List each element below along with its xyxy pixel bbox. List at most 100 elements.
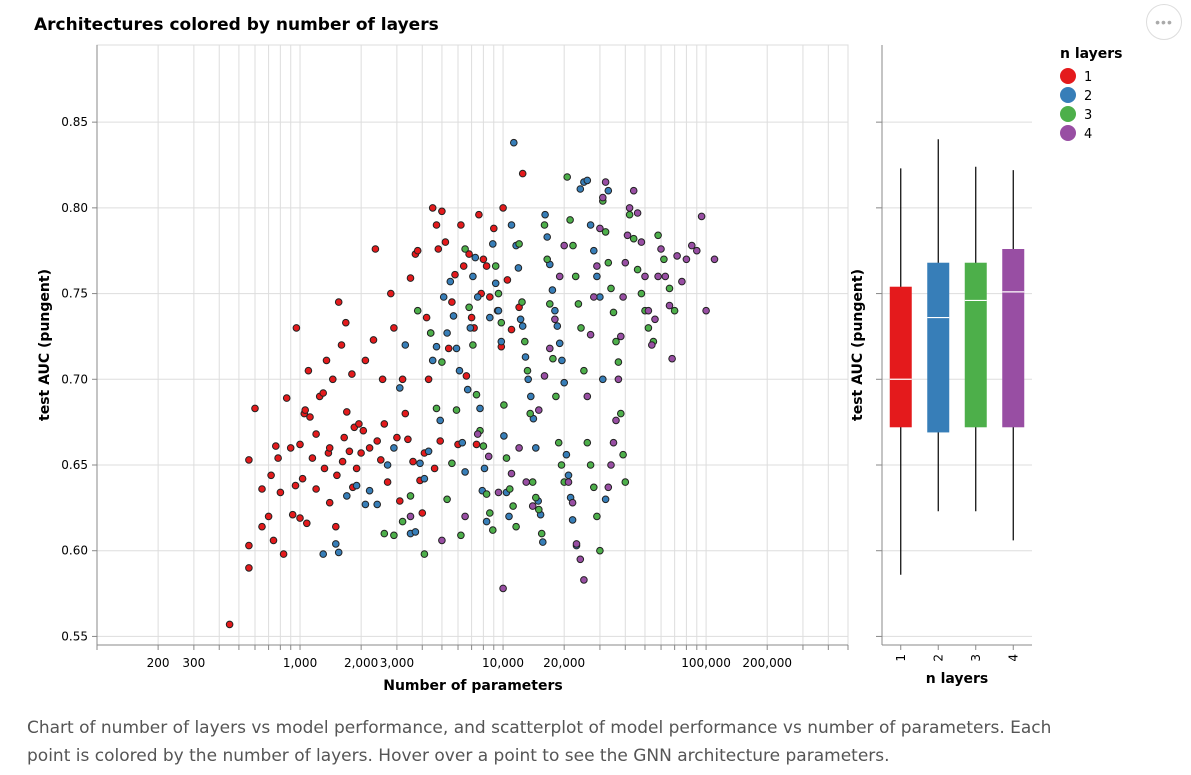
scatter-point[interactable]: [599, 375, 607, 384]
scatter-point[interactable]: [554, 438, 563, 447]
scatter-point[interactable]: [476, 404, 484, 413]
scatter-points[interactable]: [225, 138, 719, 629]
scatter-point[interactable]: [489, 526, 497, 534]
scatter-point[interactable]: [583, 438, 592, 447]
scatter-point[interactable]: [458, 438, 467, 447]
scatter-point[interactable]: [518, 169, 527, 178]
scatter-point[interactable]: [424, 447, 433, 456]
boxplot-boxes[interactable]: [889, 139, 1025, 575]
scatter-point[interactable]: [710, 255, 719, 264]
scatter-point[interactable]: [535, 406, 543, 414]
scatter-point[interactable]: [532, 493, 540, 502]
scatter-point[interactable]: [528, 502, 537, 510]
scatter-point[interactable]: [491, 279, 500, 288]
scatter-point[interactable]: [543, 233, 552, 241]
scatter-point[interactable]: [590, 246, 598, 255]
scatter-point[interactable]: [443, 495, 451, 504]
scatter-point[interactable]: [355, 420, 363, 428]
scatter-point[interactable]: [422, 313, 431, 322]
scatter-point[interactable]: [357, 449, 365, 457]
scatter-point[interactable]: [416, 459, 424, 468]
scatter-point[interactable]: [479, 442, 488, 450]
scatter-point[interactable]: [657, 245, 665, 253]
scatter-point[interactable]: [383, 478, 392, 486]
scatter-point[interactable]: [555, 272, 564, 281]
scatter-point[interactable]: [365, 486, 374, 495]
scatter-point[interactable]: [361, 500, 370, 509]
scatter-point[interactable]: [637, 289, 646, 298]
scatter-point[interactable]: [462, 372, 471, 380]
scatter-point[interactable]: [461, 245, 469, 253]
scatter-point[interactable]: [670, 306, 679, 315]
scatter-point[interactable]: [390, 531, 398, 540]
scatter-point[interactable]: [583, 176, 592, 185]
scatter-point[interactable]: [651, 315, 659, 324]
scatter-point[interactable]: [264, 512, 273, 521]
scatter-point[interactable]: [272, 442, 280, 450]
scatter-point[interactable]: [274, 454, 282, 462]
scatter-point[interactable]: [524, 375, 533, 384]
scatter-point[interactable]: [549, 354, 557, 363]
scatter-point[interactable]: [665, 301, 674, 310]
box-iqr[interactable]: [927, 262, 950, 433]
scatter-point[interactable]: [441, 238, 450, 246]
scatter-point[interactable]: [343, 492, 351, 500]
scatter-point[interactable]: [604, 186, 613, 195]
scatter-point[interactable]: [625, 210, 634, 219]
scatter-point[interactable]: [426, 329, 435, 337]
scatter-point[interactable]: [580, 576, 588, 584]
scatter-point[interactable]: [333, 471, 341, 480]
scatter-point[interactable]: [465, 250, 473, 258]
scatter-point[interactable]: [489, 240, 497, 248]
scatter-point[interactable]: [515, 444, 523, 452]
scatter-point[interactable]: [334, 298, 343, 306]
scatter-point[interactable]: [225, 620, 234, 629]
scatter-point[interactable]: [505, 512, 513, 521]
scatter-point[interactable]: [541, 210, 549, 219]
scatter-point[interactable]: [527, 392, 535, 401]
scatter-point[interactable]: [507, 469, 516, 478]
scatter-point[interactable]: [486, 313, 494, 322]
scatter-point[interactable]: [571, 272, 580, 281]
scatter-point[interactable]: [514, 264, 523, 272]
scatter-point[interactable]: [654, 231, 662, 240]
scatter-point[interactable]: [539, 538, 547, 546]
scatter-point[interactable]: [393, 433, 401, 442]
scatter-point[interactable]: [482, 517, 491, 526]
scatter-point[interactable]: [484, 452, 493, 461]
scatter-point[interactable]: [523, 366, 532, 375]
scatter-point[interactable]: [490, 224, 498, 233]
scatter-point[interactable]: [448, 459, 456, 468]
scatter-point[interactable]: [404, 435, 412, 444]
scatter-point[interactable]: [555, 339, 564, 348]
scatter-point[interactable]: [452, 406, 461, 414]
scatter-point[interactable]: [369, 336, 378, 344]
more-options-button[interactable]: •••: [1146, 4, 1182, 40]
scatter-point[interactable]: [401, 409, 410, 418]
scatter-point[interactable]: [486, 509, 494, 517]
scatter-point[interactable]: [562, 450, 571, 459]
scatter-point[interactable]: [528, 478, 537, 486]
scatter-point[interactable]: [479, 255, 488, 264]
scatter-point[interactable]: [596, 224, 604, 233]
scatter-point[interactable]: [668, 354, 676, 363]
scatter-point[interactable]: [599, 193, 607, 202]
scatter-point[interactable]: [637, 238, 646, 246]
scatter-point[interactable]: [516, 315, 525, 324]
scatter-point[interactable]: [625, 204, 634, 212]
box-layers-4[interactable]: [1002, 170, 1025, 541]
scatter-point[interactable]: [607, 284, 615, 293]
scatter-point[interactable]: [348, 370, 356, 378]
scatter-point[interactable]: [500, 432, 508, 440]
scatter-point[interactable]: [568, 516, 577, 524]
scatter-point[interactable]: [486, 293, 494, 301]
scatter-point[interactable]: [619, 450, 627, 459]
scatter-point[interactable]: [279, 550, 288, 558]
scatter-point[interactable]: [580, 366, 588, 375]
scatter-point[interactable]: [553, 322, 562, 330]
scatter-point[interactable]: [532, 444, 540, 452]
scatter-point[interactable]: [387, 289, 395, 298]
scatter-point[interactable]: [342, 318, 350, 327]
scatter-point[interactable]: [365, 444, 374, 452]
scatter-point[interactable]: [436, 416, 445, 425]
